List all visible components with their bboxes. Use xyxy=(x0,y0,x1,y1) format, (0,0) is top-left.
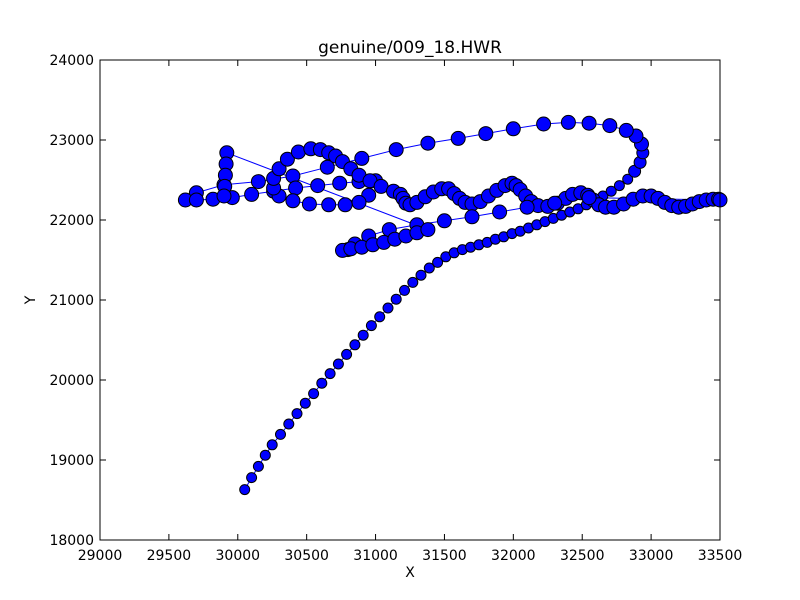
data-point xyxy=(390,293,402,305)
data-point xyxy=(547,195,563,211)
data-point xyxy=(357,329,369,341)
chart-title: genuine/009_18.HWR xyxy=(318,38,502,58)
data-point xyxy=(266,439,278,451)
data-point xyxy=(319,159,335,175)
x-tick-label: 32000 xyxy=(491,548,536,564)
x-tick-label: 29500 xyxy=(147,548,192,564)
data-point xyxy=(415,269,427,281)
data-point xyxy=(321,197,337,213)
data-point xyxy=(246,472,258,484)
x-tick-label: 29000 xyxy=(78,548,123,564)
data-point xyxy=(239,484,251,496)
data-point xyxy=(283,418,295,430)
data-point xyxy=(478,126,494,142)
data-point xyxy=(332,358,344,370)
data-point xyxy=(324,368,336,380)
data-point xyxy=(581,190,597,206)
axis-ticks: 29000 29500 30000 30500 31000 31500 32000 32500… xyxy=(49,53,742,564)
y-tick-label: 22000 xyxy=(49,213,94,229)
data-point xyxy=(519,199,535,215)
data-point xyxy=(188,192,204,208)
x-tick-label: 31000 xyxy=(353,548,398,564)
data-point xyxy=(492,204,508,220)
data-point xyxy=(373,178,389,194)
data-point xyxy=(399,284,410,296)
data-point xyxy=(332,175,348,191)
data-point xyxy=(341,348,353,360)
data-point xyxy=(505,121,521,137)
data-point xyxy=(308,388,320,400)
data-point xyxy=(271,161,287,177)
data-point xyxy=(613,180,625,192)
data-point xyxy=(259,449,271,461)
data-point xyxy=(310,178,326,194)
data-point xyxy=(622,173,634,185)
plot-area xyxy=(177,114,728,496)
data-point xyxy=(351,194,367,210)
data-point xyxy=(250,174,266,190)
data-point xyxy=(560,114,576,130)
y-axis-label: Y xyxy=(23,295,39,305)
data-point xyxy=(252,460,264,472)
y-tick-label: 21000 xyxy=(49,293,94,309)
data-point xyxy=(602,118,618,134)
data-point xyxy=(618,122,634,138)
x-tick-label: 31500 xyxy=(422,548,467,564)
x-tick-label: 33500 xyxy=(698,548,743,564)
data-point xyxy=(464,209,480,225)
y-tick-label: 19000 xyxy=(49,453,94,469)
y-tick-label: 24000 xyxy=(49,53,94,69)
data-point xyxy=(581,115,597,131)
data-point xyxy=(382,302,394,314)
data-point xyxy=(432,256,444,268)
x-tick-label: 33000 xyxy=(629,548,674,564)
data-point xyxy=(290,144,306,160)
data-point xyxy=(291,408,303,420)
data-point xyxy=(299,397,311,409)
y-tick-label: 20000 xyxy=(49,373,94,389)
y-tick-label: 23000 xyxy=(49,133,94,149)
data-point xyxy=(420,135,436,151)
data-point xyxy=(216,188,232,204)
data-point xyxy=(407,276,419,288)
x-tick-label: 30000 xyxy=(216,548,261,564)
data-point xyxy=(316,377,328,389)
data-point xyxy=(349,339,361,351)
data-point xyxy=(536,116,552,132)
data-point xyxy=(388,142,404,158)
data-point xyxy=(279,151,295,167)
data-point xyxy=(285,193,301,209)
data-point xyxy=(275,428,286,440)
x-axis-label: X xyxy=(405,565,415,581)
data-point xyxy=(301,196,317,212)
data-point xyxy=(450,130,466,146)
data-point xyxy=(288,180,304,196)
data-point xyxy=(420,222,436,238)
data-point xyxy=(365,320,377,332)
data-point xyxy=(374,311,386,323)
data-point xyxy=(244,186,260,202)
data-point xyxy=(423,262,435,274)
data-point xyxy=(354,150,370,166)
data-point xyxy=(436,213,452,229)
x-tick-label: 30500 xyxy=(284,548,329,564)
data-point xyxy=(605,185,617,197)
x-tick-label: 32500 xyxy=(560,548,605,564)
data-point xyxy=(337,197,353,213)
y-tick-label: 18000 xyxy=(49,533,94,549)
